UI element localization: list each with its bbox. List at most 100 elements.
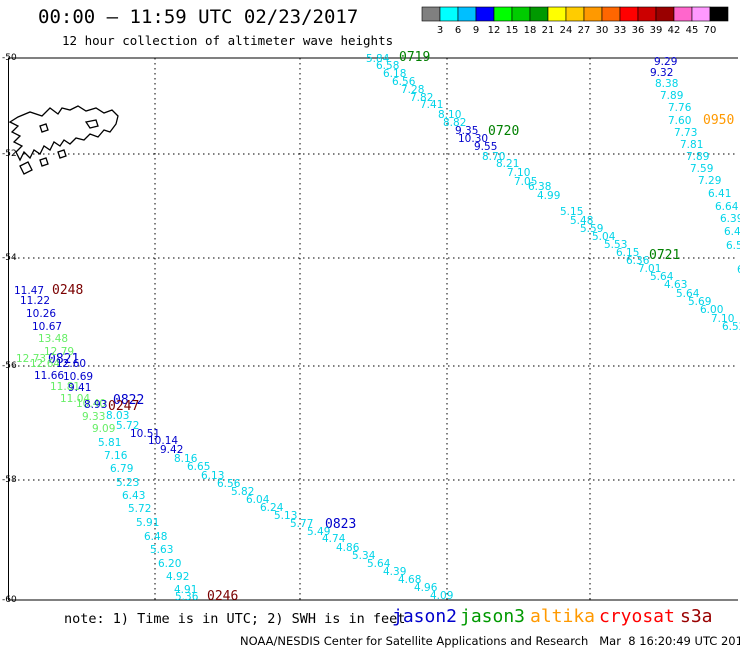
- map-subtitle: 12 hour collection of altimeter wave hei…: [62, 33, 394, 48]
- wave-height-label: 4.09: [430, 590, 453, 602]
- wave-height-label: 5.77: [290, 518, 313, 530]
- wave-height-label: 9.55: [474, 141, 497, 153]
- wave-height-observations: 5.846.586.186.567.287.827.418.108.829.35…: [0, 0, 740, 603]
- axis-labels: -50-52-54-56-58-60-60-57-54-51-48-45: [2, 53, 17, 604]
- wave-height-label: 5.15: [560, 206, 583, 218]
- wave-height-label: 8.03: [106, 410, 129, 422]
- colorbar-label: 33: [614, 25, 627, 36]
- wave-height-label: 7.10: [507, 167, 530, 179]
- wave-height-label: 6.79: [110, 463, 133, 475]
- wave-height-label: 12.60: [56, 358, 86, 370]
- wave-height-label: 5.63: [150, 544, 173, 556]
- pass-time-label: 0821: [48, 352, 79, 367]
- wave-height-label: 6.5: [726, 240, 740, 252]
- wave-height-label: 10.26: [26, 308, 56, 320]
- wave-height-label: 5.72: [116, 420, 139, 432]
- colorbar-label: 39: [650, 25, 663, 36]
- legend-jason2: jason2: [392, 606, 458, 627]
- pass-time-label: 0247: [108, 399, 139, 414]
- colorbar-label: 24: [560, 25, 573, 36]
- wave-height-label: 5.69: [688, 296, 711, 308]
- wave-height-label: 4.39: [383, 566, 406, 578]
- legend-jason3: jason3: [460, 606, 526, 627]
- wave-height-label: 7.60: [668, 115, 691, 127]
- wave-height-label: 6.36: [626, 255, 650, 267]
- wave-height-label: 6.40: [724, 226, 740, 238]
- legend-altika: altika: [530, 606, 596, 627]
- wave-height-label: 11.04: [60, 393, 90, 405]
- wave-height-label: 4.15: [0, 0, 23, 3]
- wave-height-label: 6.00: [700, 304, 723, 316]
- wave-height-label: 10.40: [76, 398, 106, 410]
- wave-height-label: 10.67: [32, 321, 62, 333]
- wave-height-label: 9.41: [68, 382, 91, 394]
- wave-height-label: 4.99: [537, 190, 560, 202]
- graticule: [8, 58, 738, 600]
- wave-height-label: 8.10: [438, 109, 461, 121]
- colorbar-label: 3: [437, 25, 443, 36]
- pass-time-label: 0721: [649, 248, 680, 263]
- wave-height-label: 6.43: [122, 490, 145, 502]
- lat-tick-label: -54: [2, 253, 17, 263]
- wave-height-label: 13.48: [38, 333, 68, 345]
- wave-height-label: 7.16: [104, 450, 128, 462]
- pass-time-label: 0246: [207, 589, 238, 604]
- map-frame: [8, 57, 738, 601]
- wave-height-label: 12.79: [44, 346, 74, 358]
- colorbar-label: 9: [473, 25, 479, 36]
- wave-height-label: 5.64: [367, 558, 391, 570]
- wave-height-label: 4.96: [414, 582, 438, 594]
- wave-height-label: 7.76: [668, 102, 692, 114]
- wave-height-label: 7.10: [711, 313, 734, 325]
- wave-height-label: 6.24: [260, 502, 284, 514]
- wave-height-label: 6.18: [383, 68, 406, 80]
- wave-height-label: 8.38: [655, 78, 678, 90]
- wave-height-label: 6.39: [720, 213, 740, 225]
- wave-height-label: 5.23: [116, 477, 139, 489]
- wave-height-label: 6.04: [246, 494, 270, 506]
- wave-height-label: 9.29: [654, 56, 677, 68]
- wave-height-label: 9.35: [455, 125, 478, 137]
- colorbar-label: 6: [455, 25, 461, 36]
- wave-height-label: 7.01: [638, 263, 661, 275]
- wave-height-label: 4.63: [664, 279, 687, 291]
- wave-height-label: 6.58: [376, 60, 399, 72]
- wave-height-label: 4.68: [398, 574, 421, 586]
- wave-height-label: 5.13: [274, 510, 297, 522]
- wave-height-label: 11.81: [50, 381, 80, 393]
- wave-height-label: 6.15: [616, 247, 639, 259]
- wave-height-label: 6.20: [158, 558, 181, 570]
- wave-height-label: 9.33: [82, 411, 105, 423]
- wave-height-label: 6.56: [217, 478, 241, 490]
- altimeter-map: -50-52-54-56-58-60-60-57-54-51-48-45 071…: [0, 0, 740, 604]
- wave-height-label: 10.14: [148, 435, 178, 447]
- colorbar-label: 21: [542, 25, 555, 36]
- colorbar-swatch: [709, 6, 729, 22]
- wave-height-label: 12.64: [30, 358, 60, 370]
- pass-time-label: 0719: [399, 50, 430, 65]
- wave-height-label: 7.41: [420, 99, 443, 111]
- legend-s3a: s3a: [680, 606, 713, 627]
- wave-height-label: 6.65: [187, 461, 210, 473]
- wave-height-label: 11.22: [20, 295, 50, 307]
- wave-height-label: 5.53: [604, 239, 627, 251]
- wave-height-label: 5.84: [366, 53, 390, 65]
- wave-height-label: 9.09: [92, 423, 115, 435]
- wave-height-label: 6.52: [722, 321, 740, 333]
- pass-time-label: 0720: [488, 124, 519, 139]
- lat-tick-label: -50: [2, 53, 17, 63]
- colorbar-label: 12: [488, 25, 501, 36]
- map-title: 00:00 – 11:59 UTC 02/23/2017: [38, 6, 359, 28]
- pass-time-label: 0248: [52, 283, 83, 298]
- wave-height-label: 10.69: [63, 371, 93, 383]
- wave-height-label: 9.42: [160, 444, 183, 456]
- lat-tick-label: -58: [2, 475, 17, 485]
- wave-height-label: 7.89: [660, 90, 683, 102]
- wave-height-label: 4.86: [336, 542, 360, 554]
- lat-tick-label: -56: [2, 361, 17, 371]
- wave-height-label: 6: [737, 264, 740, 276]
- pass-time-label: 0950: [703, 113, 734, 128]
- wave-height-label: 5.82: [231, 486, 254, 498]
- credit-line: NOAA/NESDIS Center for Satellite Applica…: [240, 634, 740, 648]
